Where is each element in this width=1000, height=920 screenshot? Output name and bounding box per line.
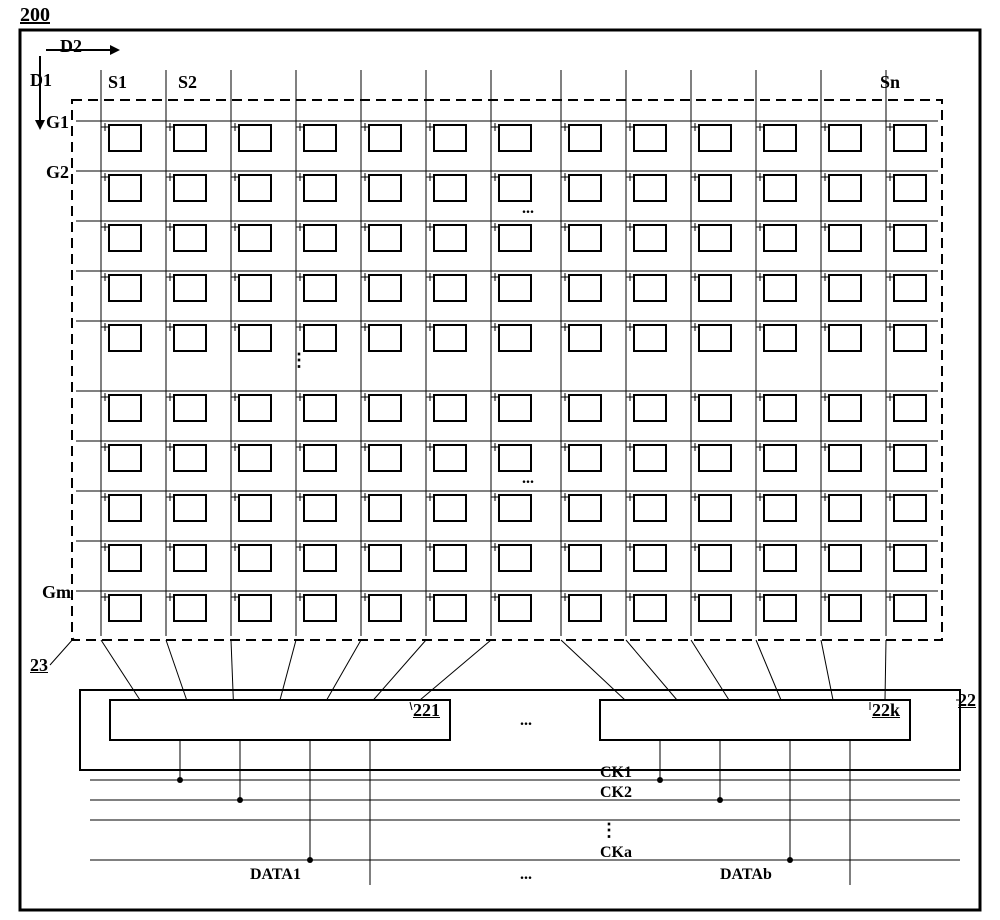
h-ellipsis-2: ...	[522, 470, 534, 488]
h-ellipsis-data: ...	[520, 866, 532, 884]
gate-g1: G1	[46, 112, 69, 133]
gate-gm: Gm	[42, 582, 71, 603]
source-s2: S2	[178, 72, 197, 93]
data-1: DATA1	[250, 866, 301, 884]
axis-d1: D1	[30, 70, 52, 91]
ref-221: 221	[413, 700, 440, 721]
figure-ref: 200	[20, 4, 50, 27]
clock-ck2: CK2	[600, 784, 632, 802]
diagram-svg	[0, 0, 1000, 920]
h-ellipsis-1: ...	[522, 200, 534, 218]
diagram-canvas: 200 D1 D2 S1 S2 Sn G1 G2 Gm 23 22 221 22…	[0, 0, 1000, 920]
ref-22: 22	[958, 690, 976, 711]
clock-cka: CKa	[600, 844, 632, 862]
v-ellipsis-bus: ⋮	[600, 820, 618, 841]
ref-22k: 22k	[872, 700, 900, 721]
axis-d2: D2	[60, 36, 82, 57]
source-sn: Sn	[880, 72, 900, 93]
source-s1: S1	[108, 72, 127, 93]
ref-23: 23	[30, 655, 48, 676]
h-ellipsis-driver: ...	[520, 712, 532, 730]
clock-ck1: CK1	[600, 764, 632, 782]
v-ellipsis-grid: ⋮	[290, 350, 308, 371]
gate-g2: G2	[46, 162, 69, 183]
data-b: DATAb	[720, 866, 772, 884]
